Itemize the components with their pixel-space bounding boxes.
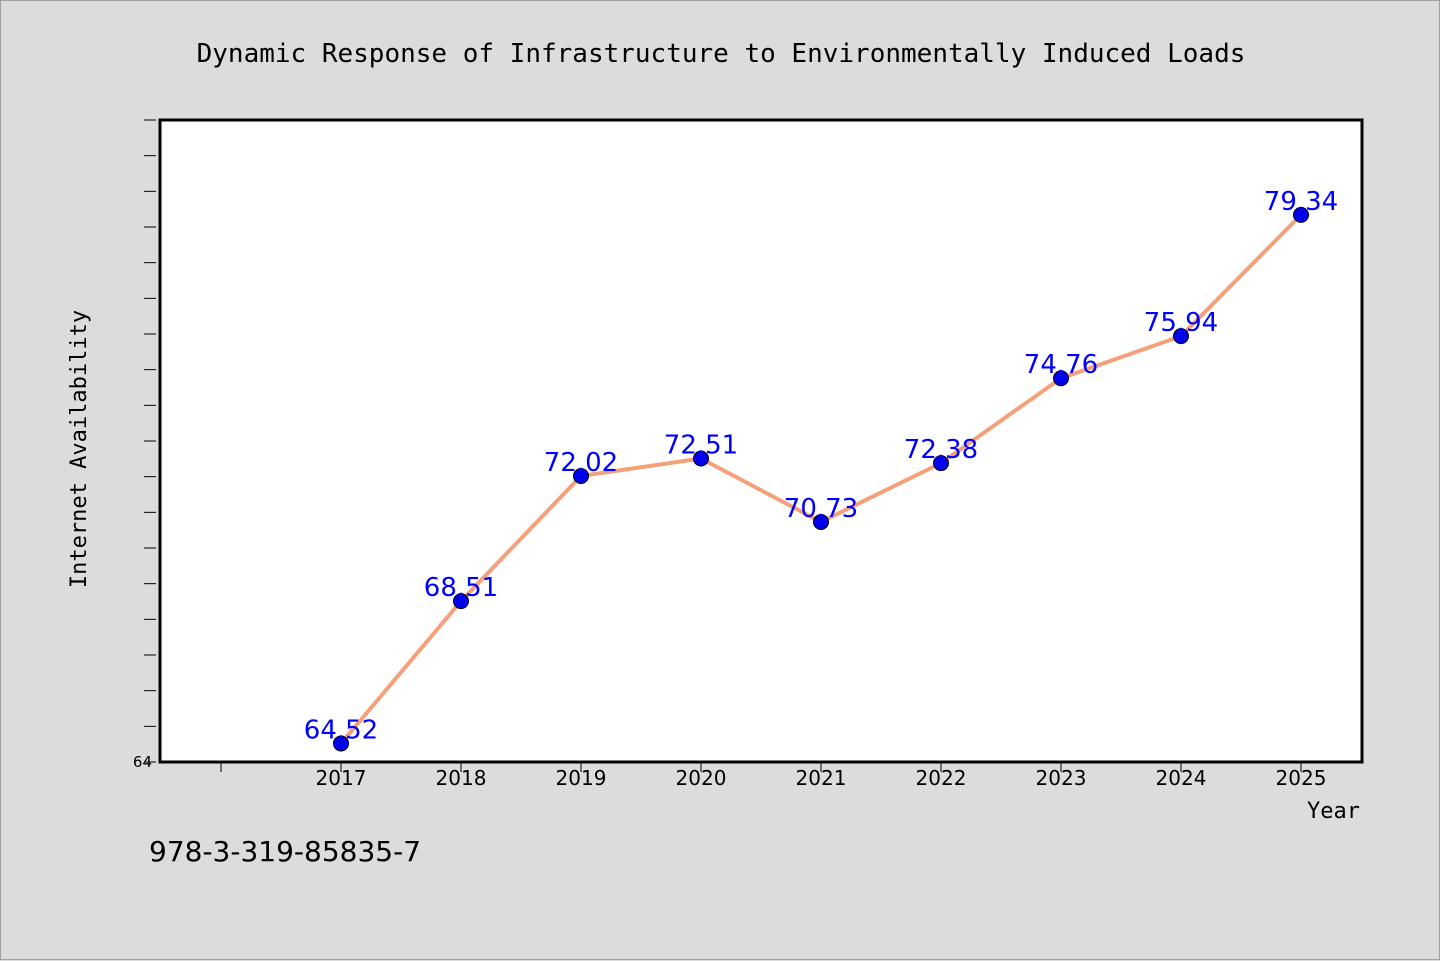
x-tick-label: 2017	[316, 766, 367, 790]
data-point	[1173, 328, 1189, 345]
data-label: 72.02	[544, 448, 618, 478]
x-tick-label: 2022	[916, 766, 967, 790]
plot-area	[158, 118, 1364, 764]
isbn-text: 978-3-319-85835-7	[149, 835, 422, 868]
data-point	[1053, 370, 1069, 387]
chart-title: Dynamic Response of Infrastructure to En…	[197, 39, 1246, 69]
data-point	[813, 513, 829, 530]
data-point	[933, 455, 949, 472]
x-tick-label: 2023	[1036, 766, 1087, 790]
data-label: 79.34	[1264, 187, 1338, 217]
y-tick-label: 64	[133, 753, 152, 771]
x-tick-label: 2024	[1156, 766, 1207, 790]
data-label: 70.73	[784, 494, 858, 524]
y-axis-ticks: 64	[133, 119, 156, 771]
x-tick-label: 2018	[436, 766, 487, 790]
x-tick-label: 2025	[1276, 766, 1327, 790]
data-point	[333, 735, 349, 752]
data-point	[573, 467, 589, 484]
data-label: 64.52	[304, 715, 378, 745]
data-point	[1293, 206, 1309, 223]
x-tick-label: 2020	[676, 766, 727, 790]
x-axis-ticks: 2017 2018 2019 2020 2021 2022 2023 2024 2025	[220, 762, 1327, 790]
data-point	[453, 593, 469, 610]
data-label: 68.51	[424, 573, 498, 603]
data-label: 72.51	[664, 430, 738, 460]
data-label: 75.94	[1144, 308, 1218, 338]
y-axis-label: Internet Availability	[67, 310, 92, 588]
x-axis-label: Year	[1307, 799, 1360, 824]
x-tick-label: 2019	[556, 766, 607, 790]
data-label: 74.76	[1024, 350, 1098, 380]
data-label: 72.38	[904, 435, 978, 465]
x-tick-label: 2021	[796, 766, 847, 790]
series-revenue-line: 64.52 68.51 72.02 72.51 70.73 72.38 74.76 75.94…	[304, 187, 1338, 752]
data-point	[693, 450, 709, 467]
